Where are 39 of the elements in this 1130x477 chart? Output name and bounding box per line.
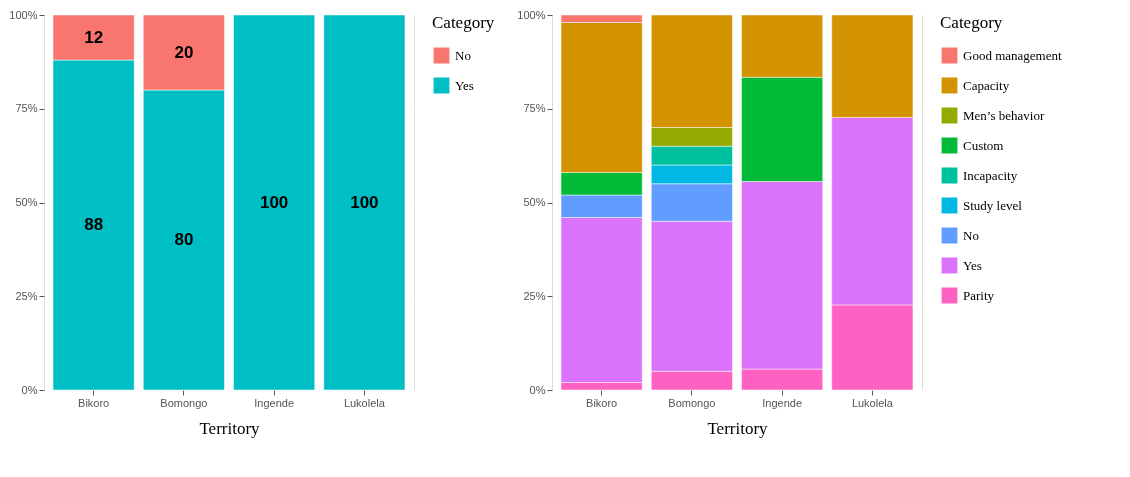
- data-label: 12: [84, 27, 104, 47]
- x-tick-label: Ingende: [762, 396, 802, 409]
- y-tick-label: 75%: [15, 102, 38, 115]
- x-axis-title: Territory: [707, 418, 769, 438]
- data-label: 100: [259, 192, 289, 212]
- y-tick-label: 100%: [517, 8, 546, 21]
- y-tick-label: 50%: [523, 196, 546, 208]
- legend-label: Men’s behavior: [963, 107, 1045, 123]
- legend-label: No: [455, 47, 471, 63]
- x-tick-label: Bikoro: [586, 396, 618, 409]
- y-tick-label: 25%: [523, 289, 546, 302]
- y-tick-label: 75%: [523, 102, 546, 115]
- legend-label: Incapacity: [963, 167, 1018, 183]
- legend-label: Custom: [963, 137, 1004, 153]
- legend-label: Study level: [963, 197, 1023, 213]
- x-tick-label: Bomongo: [668, 396, 716, 409]
- legend-title: Category: [432, 13, 495, 32]
- x-tick-label: Lukolela: [851, 396, 894, 409]
- data-label: 88: [84, 215, 104, 234]
- y-tick-label: 50%: [15, 196, 38, 208]
- y-tick-label: 0%: [21, 383, 38, 396]
- x-tick-label: Lukolela: [343, 396, 386, 409]
- x-axis-title: Territory: [199, 418, 261, 438]
- data-label: 80: [174, 230, 194, 249]
- legend-label: Yes: [963, 257, 982, 273]
- x-tick-label: Bomongo: [160, 396, 208, 409]
- data-label: 100: [350, 192, 379, 212]
- legend-label: Capacity: [963, 77, 1010, 93]
- x-tick-label: Bikoro: [78, 396, 110, 409]
- legend-label: Yes: [455, 77, 474, 93]
- legend-label: No: [963, 227, 979, 243]
- legend-label: Good management: [963, 47, 1062, 63]
- legend-title: Category: [940, 13, 1003, 32]
- legend-label: Parity: [963, 287, 995, 303]
- y-tick-label: 100%: [9, 8, 38, 21]
- y-tick-label: 25%: [15, 289, 38, 302]
- x-tick-label: Ingende: [254, 396, 294, 409]
- data-label: 20: [174, 42, 194, 62]
- y-tick-label: 0%: [529, 383, 546, 396]
